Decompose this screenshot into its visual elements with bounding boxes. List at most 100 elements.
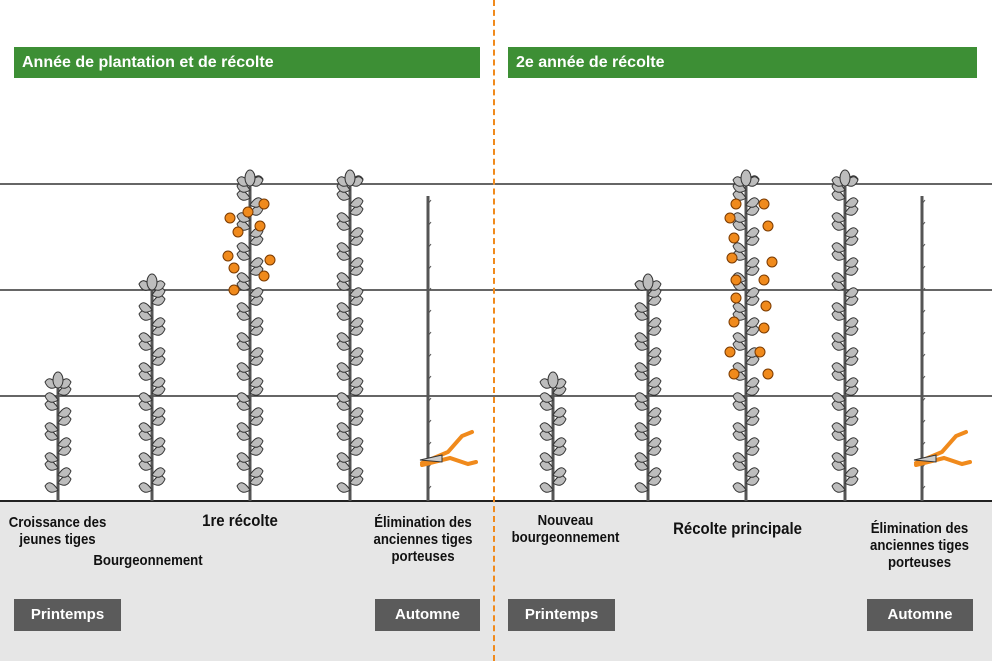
leaf-icon (844, 287, 859, 298)
caption-first-harvest: 1re récolte (202, 511, 278, 530)
leaf-icon (236, 362, 251, 373)
leaf-icon (349, 197, 364, 208)
leaf-icon (336, 482, 351, 493)
leaf-icon (647, 317, 662, 328)
leaf-icon (844, 325, 859, 336)
raspberry-icon (758, 274, 770, 286)
pruning-shears-icon (419, 430, 478, 467)
leaf-icon (236, 332, 251, 343)
plant-stem-icon (724, 169, 778, 501)
caption-budding: Bourgeonnement (93, 552, 203, 569)
caption-main-harvest: Récolte principale (673, 519, 802, 538)
raspberry-icon (760, 300, 772, 312)
raspberry-icon (228, 262, 240, 274)
raspberry-icon (730, 274, 742, 286)
raspberry-icon (728, 368, 740, 380)
leaf-icon (249, 325, 264, 336)
leaf-icon (745, 415, 760, 426)
leaf-icon (831, 460, 846, 471)
leaf-icon (249, 257, 264, 268)
leaf-icon (831, 370, 846, 381)
leaf-icon (249, 235, 264, 246)
leaf-icon (745, 437, 760, 448)
leaf-icon (236, 460, 251, 471)
leaf-icon (236, 400, 251, 411)
plant-stem-icon (634, 273, 662, 501)
leaf-icon (249, 295, 264, 306)
leaf-icon (634, 302, 649, 313)
leaf-icon (732, 422, 747, 433)
header-year-2: 2e année de récolte (508, 47, 977, 78)
leaf-icon (138, 482, 153, 493)
raspberry-icon (222, 250, 234, 262)
leaf-icon (745, 355, 760, 366)
leaf-icon (732, 340, 747, 351)
header-year-1: Année de plantation et de récolte (14, 47, 480, 78)
leaf-icon (336, 242, 351, 253)
leaf-icon (844, 385, 859, 396)
leaf-icon (831, 190, 846, 201)
leaf-icon (151, 467, 166, 478)
leaf-icon (44, 400, 59, 411)
leaf-icon (151, 445, 166, 456)
leaf-icon (44, 392, 59, 403)
leaf-icon (539, 452, 554, 463)
leaf-icon (236, 430, 251, 441)
leaf-icon (844, 347, 859, 358)
leaf-icon (634, 340, 649, 351)
leaf-icon (151, 347, 166, 358)
leaf-icon (44, 460, 59, 471)
leaf-icon (844, 235, 859, 246)
leaf-icon (349, 445, 364, 456)
leaf-icon (249, 355, 264, 366)
leaf-icon (539, 392, 554, 403)
leaf-icon (844, 257, 859, 268)
leaf-icon (831, 452, 846, 463)
leaf-icon (151, 355, 166, 366)
leaf-icon (336, 460, 351, 471)
leaf-icon (151, 325, 166, 336)
leaf-icon (831, 212, 846, 223)
leaf-icon (249, 385, 264, 396)
leaf-icon (138, 400, 153, 411)
leaf-icon (831, 400, 846, 411)
leaf-icon (745, 235, 760, 246)
leaf-icon (336, 272, 351, 283)
leaf-icon (349, 287, 364, 298)
leaf-icon (138, 310, 153, 321)
leaf-icon (732, 190, 747, 201)
leaf-icon (236, 272, 251, 283)
raspberry-icon (766, 256, 778, 268)
leaf-icon (57, 467, 72, 478)
leaf-icon (349, 467, 364, 478)
leaf-icon (336, 190, 351, 201)
year-divider (493, 0, 495, 661)
plant-stem-icon (44, 371, 72, 501)
leaf-icon (236, 340, 251, 351)
leaf-icon (647, 475, 662, 486)
leaf-icon (236, 482, 251, 493)
leaf-icon (745, 205, 760, 216)
leaf-icon (249, 445, 264, 456)
leaf-icon (647, 467, 662, 478)
leaf-icon (138, 340, 153, 351)
leaf-icon (634, 370, 649, 381)
leaf-icon (336, 332, 351, 343)
leaf-icon (732, 400, 747, 411)
leaf-icon (844, 475, 859, 486)
leaf-icon (349, 317, 364, 328)
leaf-icon (349, 415, 364, 426)
leaf-icon (539, 400, 554, 411)
leaf-icon (57, 415, 72, 426)
leaf-icon (732, 242, 747, 253)
raspberry-icon (724, 212, 736, 224)
leaf-icon (647, 355, 662, 366)
leaf-icon (336, 212, 351, 223)
leaf-icon (647, 295, 662, 306)
leaf-icon (552, 437, 567, 448)
caption-young-shoots: Croissance des jeunes tiges (8, 514, 107, 548)
leaf-icon (745, 265, 760, 276)
leaf-icon (249, 347, 264, 358)
leaf-icon (844, 197, 859, 208)
leaf-icon (151, 407, 166, 418)
